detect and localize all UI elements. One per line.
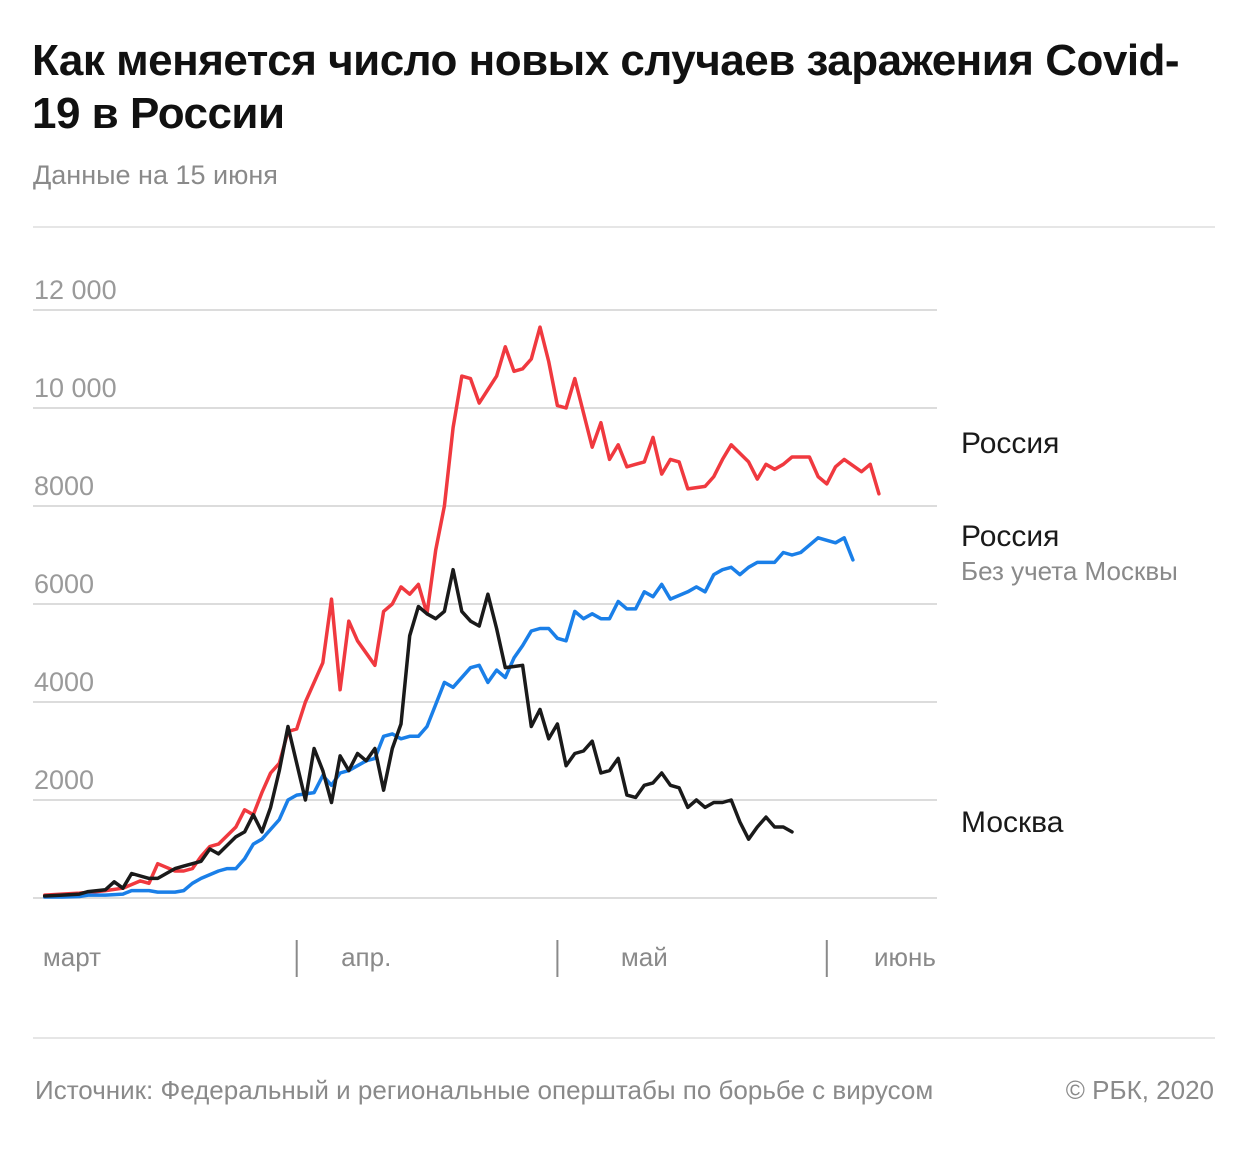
series-line-1 [42,536,855,899]
series-label: Россия [961,427,1059,460]
source-note: Источник: Федеральный и региональные опе… [35,1075,934,1105]
y-tick-label: 12 000 [34,275,117,305]
month-label: июнь [874,942,936,972]
series-line-2 [42,567,794,898]
y-tick-label: 2000 [34,765,94,795]
grid-layer [33,309,937,977]
chart-subtitle: Данные на 15 июня [33,160,278,190]
top-divider [33,226,1215,228]
month-label: апр. [341,942,391,972]
series-line-0 [42,325,881,897]
series-label: Россия [961,520,1059,553]
series-sublabel: Без учета Москвы [961,556,1178,586]
series-layer [42,325,881,899]
copyright: © РБК, 2020 [1065,1075,1214,1105]
series-label: Москва [961,806,1064,839]
y-tick-label: 6000 [34,569,94,599]
y-tick-label: 8000 [34,471,94,501]
y-tick-label: 4000 [34,667,94,697]
bottom-divider [33,1037,1215,1039]
label-layer: 2000 4000 6000 8000 10 000 12 000 март апр. май и… [34,275,1178,972]
y-tick-label: 10 000 [34,373,117,403]
chart-title: Как меняется число новых случаев заражен… [32,36,1180,138]
month-label: март [43,942,101,972]
month-label: май [621,942,668,972]
